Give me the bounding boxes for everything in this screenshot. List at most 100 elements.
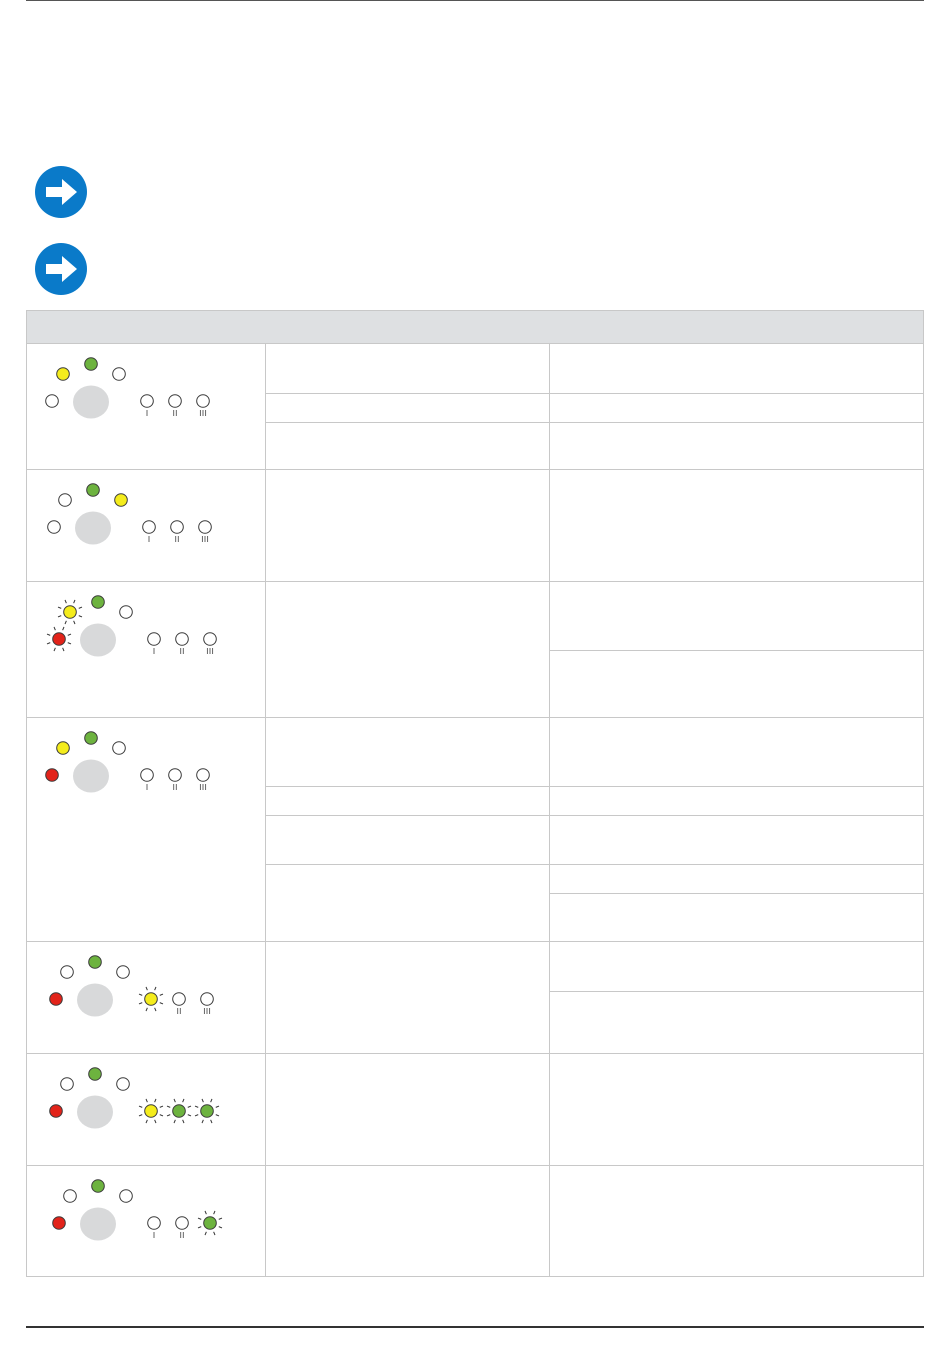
bottom-rule [26,1326,924,1328]
led-left [52,1216,66,1230]
table-row [27,717,923,941]
led-top-left [63,1189,77,1203]
led-left [49,1104,63,1118]
led-left [45,768,59,782]
table-header [27,311,923,343]
led-panel-diagram [47,483,212,545]
table-row [27,469,923,581]
led-power-level-2 [175,1216,189,1230]
led-panel-diagram [49,1067,220,1129]
led-left [45,394,59,408]
power-button-icon [80,1207,116,1241]
power-button-icon [73,759,109,793]
table-row [27,581,923,717]
led-power-level-2 [166,1098,192,1124]
led-top-right [114,493,128,507]
column-divider [265,942,266,1053]
table-row [27,343,923,469]
remedy-subrow-divider [549,650,923,651]
cause-subrow-divider [265,864,549,865]
led-power-level-1 [147,632,161,646]
led-power-level-3 [196,394,210,408]
led-top-left [56,367,70,381]
led-top-right [119,605,133,619]
led-left [49,992,63,1006]
column-divider [265,1166,266,1277]
led-power-level-2 [170,520,184,534]
remedy-subrow-divider [549,864,923,865]
led-power-level-3 [196,768,210,782]
table-row [27,1165,923,1277]
column-divider [549,470,550,581]
column-divider [549,1166,550,1277]
remedy-subrow-divider [549,786,923,787]
led-top-left [56,741,70,755]
led-panel-diagram [45,357,210,419]
column-divider [265,582,266,717]
table-row [27,1053,923,1165]
led-panel-diagram [52,1179,223,1241]
led-power-level-1 [138,986,164,1012]
led-top-middle [84,731,98,745]
led-power-level-1 [142,520,156,534]
led-panel-diagram [45,731,210,793]
led-top-middle [91,1179,105,1193]
led-top-left [57,599,83,625]
table-row [27,941,923,1053]
top-rule [26,0,924,1]
led-panel-diagram [49,955,214,1017]
led-power-level-3 [194,1098,220,1124]
led-top-left [60,965,74,979]
arrow-right-circle-icon [35,166,87,218]
led-panel-diagram [46,595,217,657]
led-top-middle [86,483,100,497]
cause-subrow-divider [265,422,549,423]
remedy-subrow-divider [549,991,923,992]
led-top-middle [88,1067,102,1081]
power-button-icon [77,1095,113,1129]
led-power-level-1 [147,1216,161,1230]
remedy-subrow-divider [549,815,923,816]
remedy-subrow-divider [549,422,923,423]
led-status-table [26,310,924,1277]
led-top-left [58,493,72,507]
power-button-icon [73,385,109,419]
column-divider [549,1054,550,1165]
column-divider [265,718,266,941]
led-power-level-2 [168,394,182,408]
led-top-middle [88,955,102,969]
cause-subrow-divider [265,815,549,816]
power-button-icon [75,511,111,545]
led-top-right [116,1077,130,1091]
column-divider [549,582,550,717]
led-top-right [112,741,126,755]
column-divider [265,344,266,469]
led-power-level-2 [168,768,182,782]
led-top-right [116,965,130,979]
arrow-right-circle-icon [35,243,87,295]
column-divider [549,718,550,941]
led-left [47,520,61,534]
column-divider [549,344,550,469]
remedy-subrow-divider [549,893,923,894]
led-top-middle [84,357,98,371]
led-power-level-2 [175,632,189,646]
led-power-level-2 [172,992,186,1006]
cause-subrow-divider [265,786,549,787]
led-left [46,626,72,652]
led-power-level-1 [138,1098,164,1124]
led-top-left [60,1077,74,1091]
remedy-subrow-divider [549,393,923,394]
led-power-level-1 [140,394,154,408]
column-divider [265,470,266,581]
led-power-level-3 [197,1210,223,1236]
column-divider [265,1054,266,1165]
led-top-right [119,1189,133,1203]
led-power-level-3 [198,520,212,534]
led-top-middle [91,595,105,609]
led-top-right [112,367,126,381]
power-button-icon [77,983,113,1017]
led-power-level-3 [203,632,217,646]
power-button-icon [80,623,116,657]
led-power-level-3 [200,992,214,1006]
